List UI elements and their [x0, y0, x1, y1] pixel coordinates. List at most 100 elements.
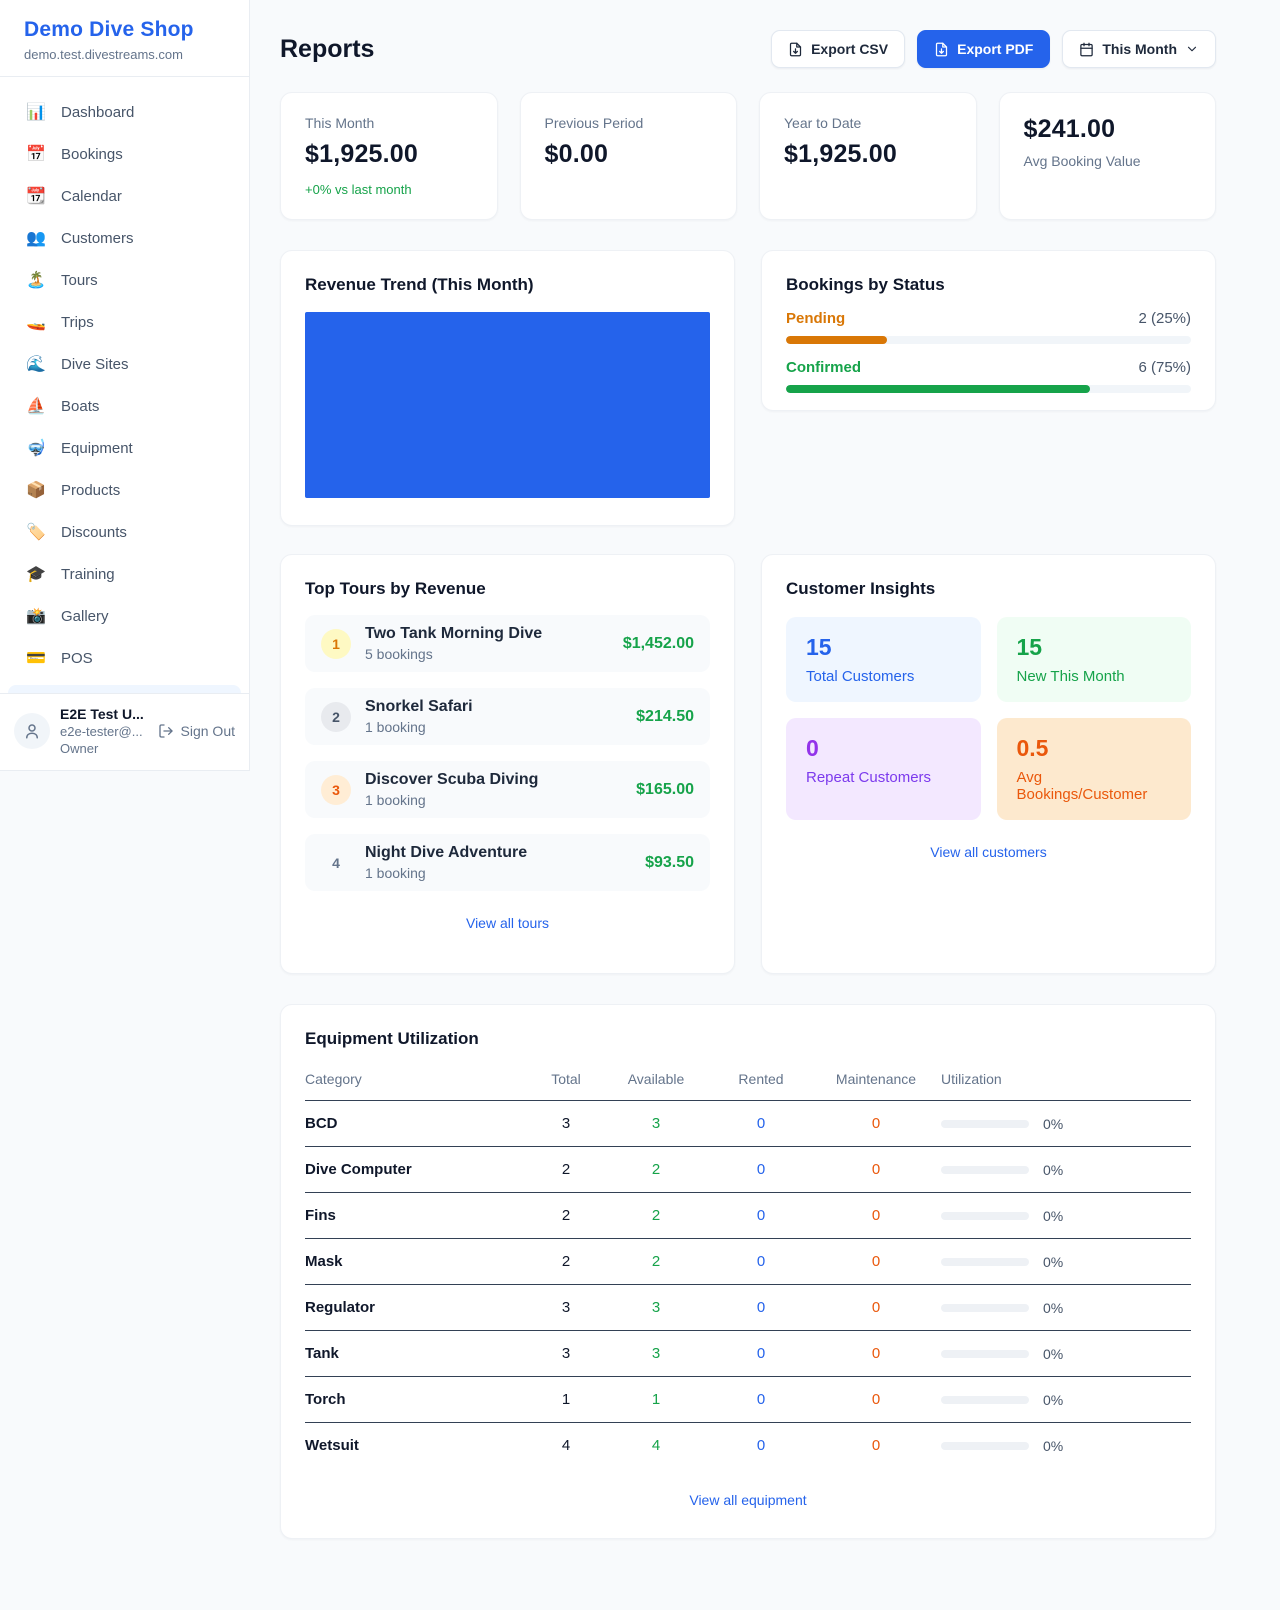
- rank-badge: 1: [321, 628, 351, 659]
- insight-value: 15: [806, 634, 832, 660]
- period-dropdown[interactable]: This Month: [1062, 30, 1216, 68]
- table-row: Wetsuit 4 4 0 0 0%: [305, 1423, 1191, 1468]
- sidebar-item-dive-sites[interactable]: 🌊 Dive Sites: [0, 343, 249, 385]
- cell-total: 3: [561, 1299, 571, 1316]
- customers-icon: 👥: [26, 230, 46, 247]
- top-tours-title: Top Tours by Revenue: [305, 579, 486, 598]
- export-csv-label: Export CSV: [811, 41, 889, 57]
- page-title: Reports: [280, 34, 375, 63]
- sidebar-item-tours[interactable]: 🏝️ Tours: [0, 259, 249, 301]
- insights-grid: 15 Total Customers 15 New This Month 0 R…: [786, 617, 1191, 820]
- tour-revenue: $165.00: [636, 780, 694, 798]
- sidebar-item-label: Calendar: [61, 187, 122, 205]
- cell-utilization: 0%: [941, 1208, 1191, 1224]
- insight-value: 15: [1016, 634, 1043, 660]
- sidebar-item-pos[interactable]: 💳 POS: [0, 637, 249, 679]
- sidebar-item-bookings[interactable]: 📅 Bookings: [0, 133, 249, 175]
- sidebar-item-discounts[interactable]: 🏷️ Discounts: [0, 511, 249, 553]
- utilization-bar-track: [941, 1349, 1029, 1358]
- sidebar-item-products[interactable]: 📦 Products: [0, 469, 249, 511]
- stat-label: Year to Date: [784, 115, 862, 131]
- tour-revenue: $93.50: [645, 853, 694, 871]
- graduation-cap-icon: 🎓: [26, 566, 46, 583]
- cell-total: 2: [561, 1161, 571, 1178]
- sidebar-item-label: Gallery: [61, 607, 109, 625]
- table-row: Tank 3 3 0 0 0%: [305, 1331, 1191, 1377]
- cell-available: 2: [651, 1253, 661, 1270]
- cell-total: 2: [561, 1253, 571, 1270]
- cell-maintenance: 0: [871, 1299, 881, 1316]
- header-actions: Export CSV Export PDF This Month: [771, 30, 1216, 68]
- sidebar: Demo Dive Shop demo.test.divestreams.com…: [0, 0, 250, 771]
- cell-total: 1: [561, 1391, 571, 1408]
- utilization-bar-track: [941, 1119, 1029, 1128]
- sidebar-item-customers[interactable]: 👥 Customers: [0, 217, 249, 259]
- tour-name: Night Dive Adventure: [365, 844, 528, 861]
- sidebar-item-training[interactable]: 🎓 Training: [0, 553, 249, 595]
- sidebar-item-label: Tours: [61, 271, 98, 289]
- cell-available: 3: [651, 1115, 661, 1132]
- package-icon: 📦: [26, 482, 46, 499]
- file-download-icon: [935, 42, 948, 56]
- brand-name: Demo Dive Shop: [24, 18, 194, 41]
- wave-icon: 🌊: [26, 356, 46, 373]
- utilization-percent: 0%: [1043, 1253, 1064, 1270]
- sidebar-item-boats[interactable]: ⛵ Boats: [0, 385, 249, 427]
- view-all-equipment-link[interactable]: View all equipment: [305, 1492, 1191, 1508]
- cell-rented: 0: [756, 1437, 766, 1454]
- cell-available: 2: [651, 1207, 661, 1224]
- sign-out-label: Sign Out: [180, 723, 235, 739]
- sign-out-button[interactable]: Sign Out: [158, 723, 235, 739]
- sailboat-icon: ⛵: [26, 398, 46, 415]
- bookings-by-status-card: Bookings by Status Pending 2 (25%) Confi…: [761, 250, 1216, 411]
- cell-rented: 0: [756, 1115, 766, 1132]
- utilization-percent: 0%: [1043, 1345, 1064, 1362]
- stat-label: This Month: [305, 115, 375, 131]
- view-all-tours-link[interactable]: View all tours: [305, 915, 710, 931]
- sidebar-item-label: Dashboard: [61, 103, 135, 121]
- stats-row: This Month $1,925.00 +0% vs last month P…: [280, 92, 1216, 220]
- utilization-bar-track: [941, 1257, 1029, 1266]
- cell-maintenance: 0: [871, 1345, 881, 1362]
- sidebar-item-calendar[interactable]: 📆 Calendar: [0, 175, 249, 217]
- revenue-trend-title: Revenue Trend (This Month): [305, 275, 534, 294]
- cell-total: 2: [561, 1207, 571, 1224]
- export-pdf-button[interactable]: Export PDF: [917, 30, 1051, 68]
- view-all-customers-link[interactable]: View all customers: [786, 844, 1191, 860]
- sidebar-item-trips[interactable]: 🚤 Trips: [0, 301, 249, 343]
- sidebar-item-dashboard[interactable]: 📊 Dashboard: [0, 91, 249, 133]
- tour-info: Night Dive Adventure 1 booking: [365, 844, 527, 881]
- sidebar-item-label: Boats: [61, 397, 100, 415]
- brand[interactable]: Demo Dive Shop demo.test.divestreams.com: [0, 0, 249, 77]
- status-row-header: Confirmed 6 (75%): [786, 359, 1191, 376]
- status-bar-fill: [786, 385, 1090, 393]
- cell-rented: 0: [756, 1253, 766, 1270]
- cell-maintenance: 0: [871, 1115, 881, 1132]
- column-header-rented: Rented: [738, 1071, 784, 1087]
- cell-category: Dive Computer: [305, 1161, 412, 1178]
- stat-value: $241.00: [1023, 115, 1116, 143]
- cell-maintenance: 0: [871, 1253, 881, 1270]
- insight-tile-total-customers: 15 Total Customers: [786, 617, 981, 702]
- user-info: E2E Test U... e2e-tester@... Owner: [60, 706, 148, 756]
- table-row: Regulator 3 3 0 0 0%: [305, 1285, 1191, 1331]
- cell-maintenance: 0: [871, 1161, 881, 1178]
- tour-name: Discover Scuba Diving: [365, 771, 539, 788]
- customer-insights-title: Customer Insights: [786, 579, 936, 598]
- export-csv-button[interactable]: Export CSV: [771, 30, 906, 68]
- revenue-trend-card: Revenue Trend (This Month): [280, 250, 735, 526]
- page-header: Reports Export CSV Export PDF This Month: [280, 30, 1216, 68]
- sidebar-item-equipment[interactable]: 🤿 Equipment: [0, 427, 249, 469]
- insight-label: Total Customers: [806, 668, 915, 685]
- tour-bookings: 1 booking: [365, 865, 426, 881]
- cell-rented: 0: [756, 1345, 766, 1362]
- utilization-percent: 0%: [1043, 1437, 1064, 1454]
- equipment-utilization-title: Equipment Utilization: [305, 1029, 479, 1048]
- cell-utilization: 0%: [941, 1438, 1191, 1454]
- dashboard-icon: 📊: [26, 104, 46, 121]
- sidebar-item-gallery[interactable]: 📸 Gallery: [0, 595, 249, 637]
- sidebar-item-reports-partial[interactable]: [8, 685, 241, 693]
- cell-category: Regulator: [305, 1299, 376, 1316]
- sidebar-item-label: Trips: [61, 313, 94, 331]
- cell-available: 4: [651, 1437, 661, 1454]
